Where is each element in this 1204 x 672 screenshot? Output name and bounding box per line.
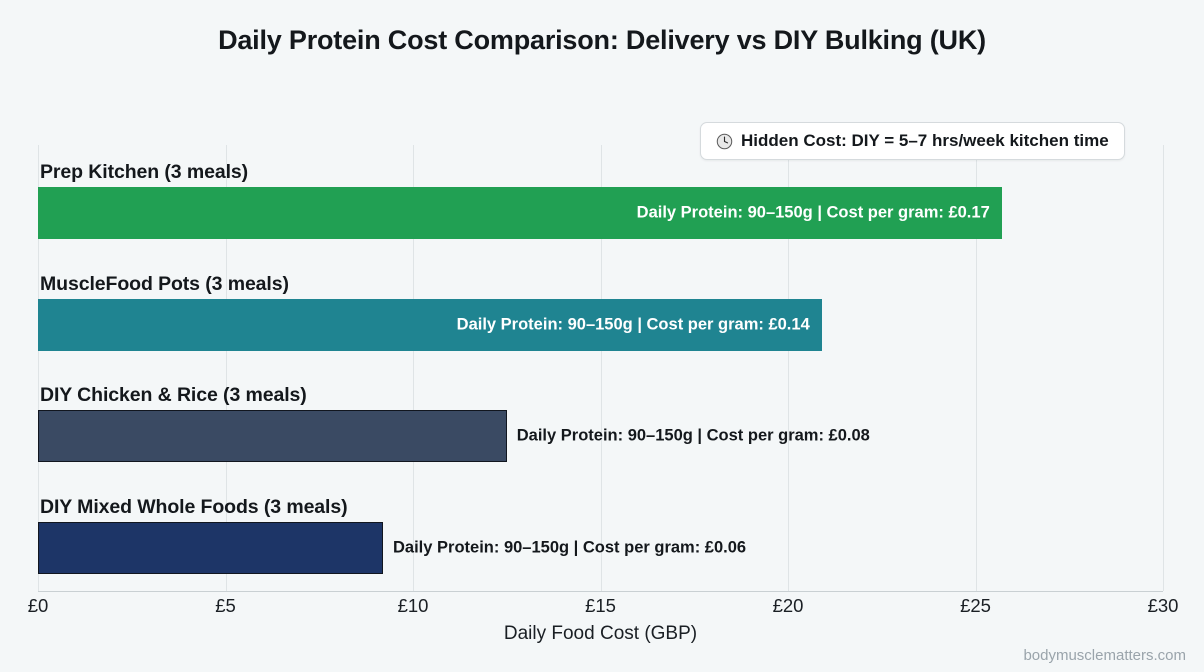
x-axis-title: Daily Food Cost (GBP) — [503, 623, 698, 644]
bar[interactable] — [38, 521, 383, 574]
bar-group: MuscleFood Pots (3 meals) Daily Protein: … — [38, 273, 1163, 351]
watermark: bodymusclematters.com — [1023, 647, 1186, 664]
gridline — [413, 145, 414, 591]
bar-category-label: DIY Chicken & Rice (3 meals) — [40, 384, 307, 406]
bar-group: Prep Kitchen (3 meals) Daily Protein: 90–… — [38, 161, 1163, 239]
bar-value-label: Daily Protein: 90–150g | Cost per gram: … — [516, 426, 870, 445]
bar-group: DIY Mixed Whole Foods (3 meals) Daily Pro… — [38, 496, 1163, 574]
bar[interactable]: Daily Protein: 90–150g | Cost per gram: … — [38, 298, 822, 351]
chart-title: Daily Protein Cost Comparison: Delivery … — [218, 25, 986, 55]
gridline — [975, 145, 977, 591]
x-axis-tick-label: £10 — [397, 595, 429, 616]
gridline — [788, 145, 789, 591]
bar-category-label: MuscleFood Pots (3 meals) — [40, 272, 289, 295]
x-axis-tick-label: £15 — [585, 595, 616, 616]
bar-value-label: Daily Protein: 90–150g | Cost per gram: … — [456, 315, 810, 333]
x-axis-tick-label: £5 — [215, 595, 236, 616]
x-axis-tick-label: £20 — [772, 595, 804, 616]
gridline — [600, 145, 602, 591]
bar-value-label: Daily Protein: 90–150g | Cost per gram: … — [636, 203, 990, 222]
clock-icon — [716, 133, 733, 150]
bar-group: DIY Chicken & Rice (3 meals) Daily Protei… — [38, 384, 1163, 462]
hidden-cost-annotation-text: Hidden Cost: DIY = 5–7 hrs/week kitchen … — [741, 131, 1109, 150]
bar-value-label: Daily Protein: 90–150g | Cost per gram: … — [393, 538, 747, 556]
gridline — [1163, 145, 1164, 591]
gridline — [38, 145, 39, 591]
bar[interactable] — [38, 410, 507, 462]
x-axis-tick-label: £25 — [960, 595, 991, 616]
hidden-cost-annotation: Hidden Cost: DIY = 5–7 hrs/week kitchen … — [700, 122, 1125, 160]
bar[interactable]: Daily Protein: 90–150g | Cost per gram: … — [38, 187, 1002, 239]
x-axis-tick-label: £30 — [1147, 595, 1179, 616]
x-axis-line — [38, 591, 1163, 592]
bar-category-label: DIY Mixed Whole Foods (3 meals) — [40, 495, 348, 518]
bar-category-label: Prep Kitchen (3 meals) — [40, 161, 249, 183]
plot-area: Prep Kitchen (3 meals) Daily Protein: 90–… — [38, 145, 1164, 591]
x-axis-tick-label: £0 — [27, 595, 49, 616]
gridline — [225, 145, 227, 591]
